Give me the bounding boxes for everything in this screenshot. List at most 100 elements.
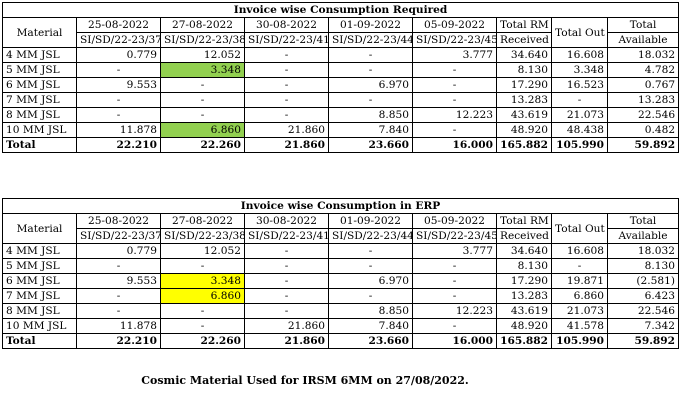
value-cell: 0.779 xyxy=(76,47,161,63)
table-row: 7 MM JSL -6.860- - -13.283 6.860 6.423 xyxy=(2,288,679,304)
column-header-date: 01-09-2022 xyxy=(328,17,413,33)
consumption-required-table: Invoice wise Consumption Required Materia… xyxy=(1,2,680,153)
value-cell: 6.860 xyxy=(160,288,245,304)
column-header-total-rm: Received xyxy=(496,228,552,244)
value-cell: - xyxy=(412,62,497,78)
column-header-invoice: SI/SD/22-23/41 xyxy=(244,228,329,244)
column-header-total-out: Total Out xyxy=(551,213,608,244)
value-cell: - xyxy=(160,318,245,334)
total-available-cell: 22.546 xyxy=(606,107,680,123)
value-cell: - xyxy=(244,288,329,304)
column-header-date: 25-08-2022 xyxy=(76,213,161,229)
column-header-date: 25-08-2022 xyxy=(76,17,161,33)
column-header-date: 27-08-2022 xyxy=(160,17,245,33)
table-title-row: Invoice wise Consumption in ERP xyxy=(2,198,679,214)
total-rm-cell: 34.640 xyxy=(496,47,552,63)
total-available-cell: 6.423 xyxy=(607,288,679,304)
value-cell: - xyxy=(76,107,161,123)
total-out-cell: 21.073 xyxy=(551,107,608,123)
table-row: 5 MM JSL -3.348- - -8.130 3.348 4.782 xyxy=(2,62,680,78)
value-cell: 12.052 xyxy=(160,243,245,259)
material-cell: 5 MM JSL xyxy=(2,258,77,274)
value-cell: - xyxy=(244,273,329,289)
material-cell: 4 MM JSL xyxy=(2,243,77,259)
value-cell: - xyxy=(244,92,329,108)
column-header-total-available: Available xyxy=(607,228,679,244)
total-value-cell: 22.210 xyxy=(76,137,161,153)
header-row: Material 25-08-2022 27-08-2022 30-08-2022 01… xyxy=(2,17,680,48)
value-cell: 9.553 xyxy=(76,77,161,93)
material-cell: 6 MM JSL xyxy=(2,77,77,93)
total-out-cell: 16.523 xyxy=(551,77,608,93)
consumption-erp-table: Invoice wise Consumption in ERP Material 2… xyxy=(2,198,679,349)
value-cell: - xyxy=(160,303,245,319)
table-title-row: Invoice wise Consumption Required xyxy=(1,2,680,18)
total-value-cell: 22.210 xyxy=(76,333,161,349)
value-cell: 7.840 xyxy=(328,318,413,334)
material-cell: 6 MM JSL xyxy=(2,273,77,289)
total-out-cell: 3.348 xyxy=(551,62,608,78)
total-rm-cell: 13.283 xyxy=(496,288,552,304)
total-rm-cell: 34.640 xyxy=(496,243,552,259)
total-value-cell: 22.260 xyxy=(160,333,245,349)
total-value-cell: 23.660 xyxy=(328,333,413,349)
column-header-date: 05-09-2022 xyxy=(412,17,497,33)
column-header-date: 30-08-2022 xyxy=(244,213,329,229)
value-cell: 9.553 xyxy=(76,273,161,289)
column-header-invoice: SI/SD/22-23/38 xyxy=(160,228,245,244)
table-row: 4 MM JSL 0.779 12.052- -3.777 34.640 16.608 18… xyxy=(2,243,679,259)
value-cell: 3.777 xyxy=(412,243,497,259)
total-out-cell: 41.578 xyxy=(551,318,608,334)
total-rm-cell: 48.920 xyxy=(496,122,552,138)
value-cell: 11.878 xyxy=(76,122,161,138)
value-cell: - xyxy=(244,258,329,274)
table-row: 5 MM JSL - - - - -8.130-8.130 xyxy=(2,258,679,274)
total-label: Total xyxy=(2,333,77,349)
value-cell: - xyxy=(160,258,245,274)
total-out-cell: 105.990 xyxy=(551,333,608,349)
total-rm-cell: 8.130 xyxy=(496,62,552,78)
column-header-material: Material xyxy=(2,17,77,48)
total-rm-cell: 17.290 xyxy=(496,77,552,93)
table-row: 6 MM JSL 9.553 3.348-6.970-17.290 19.871 (2.… xyxy=(2,273,679,289)
column-header-material: Material xyxy=(2,213,77,244)
column-header-invoice: SI/SD/22-23/37 xyxy=(76,228,161,244)
column-header-total-rm: Total RM xyxy=(496,213,552,229)
value-cell: - xyxy=(244,243,329,259)
value-cell: - xyxy=(76,288,161,304)
table-row: 8 MM JSL - - -8.850 12.223 43.619 21.073 22.546 xyxy=(2,303,679,319)
value-cell: 3.348 xyxy=(160,62,245,78)
table-row: 8 MM JSL - - -8.850 12.223 43.619 21.073 22.546 xyxy=(2,107,680,123)
total-available-cell: 13.283 xyxy=(606,92,680,108)
value-cell: 8.850 xyxy=(328,303,413,319)
material-cell: 7 MM JSL xyxy=(2,288,77,304)
column-header-total-available: Total xyxy=(607,213,679,229)
total-value-cell: 22.260 xyxy=(160,137,245,153)
value-cell: 12.052 xyxy=(160,47,245,63)
total-available-cell: 18.032 xyxy=(606,47,680,63)
value-cell: - xyxy=(76,303,161,319)
total-out-cell: 19.871 xyxy=(551,273,608,289)
total-available-cell: 0.482 xyxy=(606,122,680,138)
column-header-total-available: Available xyxy=(606,32,680,48)
column-header-invoice: SI/SD/22-23/45 xyxy=(412,32,497,48)
total-out-cell: 48.438 xyxy=(551,122,608,138)
material-cell: 10 MM JSL xyxy=(2,122,77,138)
value-cell: - xyxy=(244,62,329,78)
total-available-cell: 8.130 xyxy=(607,258,679,274)
total-rm-cell: 43.619 xyxy=(496,303,552,319)
column-header-date: 01-09-2022 xyxy=(328,213,413,229)
value-cell: 21.860 xyxy=(244,318,329,334)
value-cell: - xyxy=(328,243,413,259)
total-rm-cell: 165.882 xyxy=(496,137,552,153)
table-title: Invoice wise Consumption Required xyxy=(1,2,680,18)
value-cell: - xyxy=(412,122,497,138)
footnote: Cosmic Material Used for IRSM 6MM on 27/… xyxy=(141,374,469,387)
total-rm-cell: 165.882 xyxy=(496,333,552,349)
column-header-invoice: SI/SD/22-23/38 xyxy=(160,32,245,48)
total-rm-cell: 13.283 xyxy=(496,92,552,108)
column-header-total-available: Total xyxy=(606,17,680,33)
value-cell: 6.970 xyxy=(328,77,413,93)
total-value-cell: 21.860 xyxy=(244,333,329,349)
total-value-cell: 16.000 xyxy=(412,333,497,349)
